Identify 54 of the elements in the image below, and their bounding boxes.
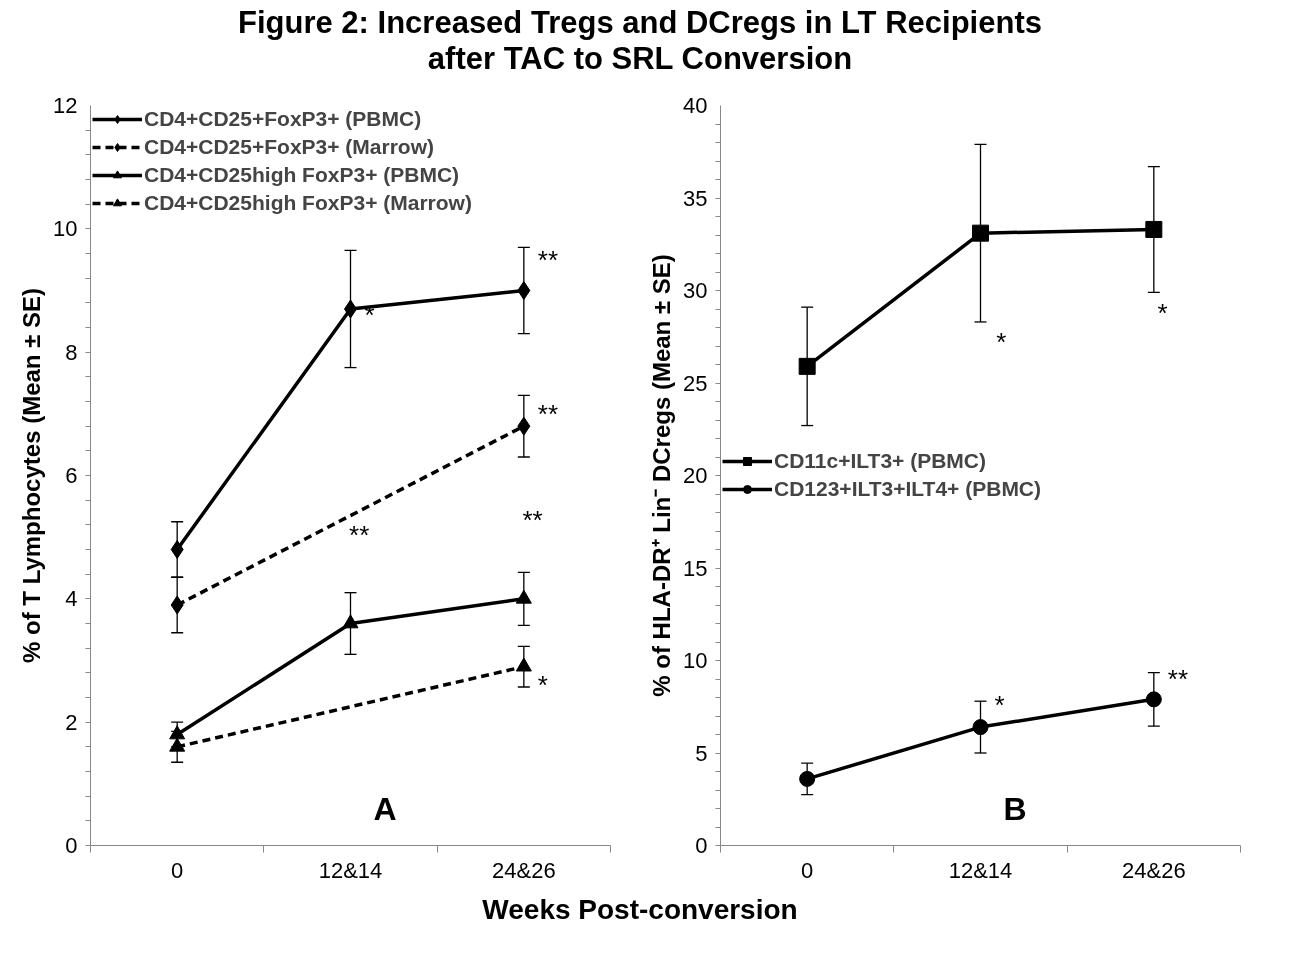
annotation: ** [1167,664,1189,694]
y-tick-label: 5 [695,740,708,766]
y-tick-label: 0 [65,833,78,858]
x-tick-label: 24&26 [492,857,556,883]
y-tick-label: 20 [683,463,708,488]
annotation: B [1003,790,1027,827]
annotation: * [994,689,1005,720]
annotation: * [996,327,1007,358]
x-tick-label: 12&14 [948,857,1013,883]
point [972,719,989,736]
x-axis-title: Weeks Post-conversion [481,893,799,927]
y-tick-label: 40 [683,93,708,118]
y-tick-label: 10 [53,216,78,242]
annotation: ** [537,244,559,275]
annotation: * [1157,297,1168,328]
x-tick-label: 0 [801,857,814,883]
point [170,540,184,559]
y-tick-label: 0 [695,833,708,858]
y-tick-label: 12 [53,93,78,118]
annotation: * [537,670,548,701]
annotation: ** [522,504,543,535]
x-tick-label: 24&26 [1122,857,1186,883]
point [799,770,816,787]
y-tick-label: 6 [65,463,78,488]
point [1145,691,1162,708]
x-tick-label: 12&14 [318,857,383,883]
point [515,589,532,604]
annotation: A [373,790,397,827]
x-tick-label: 0 [171,857,184,883]
legend-label: CD11c+ILT3+ (PBMC) [774,449,986,473]
chart-title: Figure 2: Increased Tregs and DCregs in LT Recipients after TAC to SRL Conversion [237,5,1043,77]
y-tick-label: 8 [65,339,78,365]
legend-label: CD4+CD25high FoxP3+ (PBMC) [144,163,460,187]
legend-label: CD123+ILT3+ILT4+ (PBMC) [774,477,1042,501]
y-tick-label: 15 [683,555,708,581]
y-tick-label: 35 [683,185,708,211]
annotation: ** [349,519,370,550]
y-tick-label: 10 [683,648,708,673]
y-axis-title: % of T Lymphocytes (Mean ± SE) [18,288,46,663]
point [798,357,816,375]
point [972,224,989,242]
legend-label: CD4+CD25high FoxP3+ (Marrow) [144,191,472,215]
y-tick-label: 2 [65,709,78,735]
point [1145,220,1163,238]
y-tick-label: 4 [65,586,78,612]
point [342,614,359,629]
y-tick-label: 30 [683,278,708,303]
legend-label: CD4+CD25+FoxP3+ (PBMC) [144,107,422,131]
y-axis-title: % of HLA-DR⁺ Lin⁻ DCregs (Mean ± SE) [648,254,676,697]
legend-label: CD4+CD25+FoxP3+ (Marrow) [144,135,435,159]
annotation: ** [537,398,559,429]
point [169,725,186,740]
point [517,281,531,300]
y-tick-label: 25 [683,370,708,396]
